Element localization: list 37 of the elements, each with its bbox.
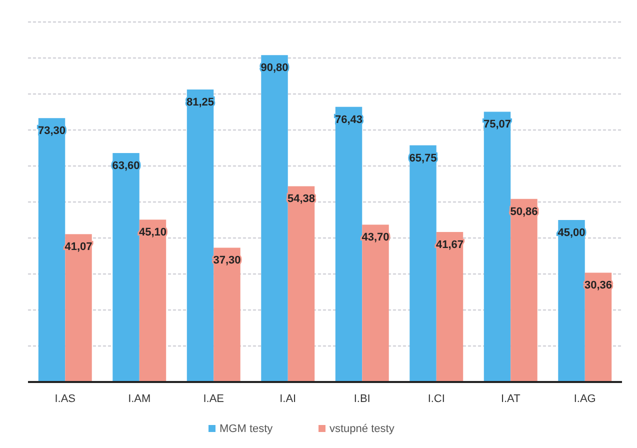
data-label: 63,60 [112,160,140,172]
bar [410,145,436,382]
data-label: 45,10 [138,226,167,239]
bar [484,112,511,382]
legend-label: MGM testy [220,423,274,435]
bar [362,224,389,382]
bar [436,232,464,382]
x-tick-label: I.AT [500,393,521,405]
data-label: 65,75 [409,152,437,164]
data-label: 73,30 [38,125,66,138]
data-label: 50,86 [510,206,538,218]
bar [38,118,66,382]
bar [335,106,362,382]
x-tick-label: I.AM [128,393,151,405]
x-tick-label: I.AG [574,393,596,405]
bar [261,55,288,382]
bar [65,234,92,382]
data-label: 30,36 [584,280,612,292]
x-tick-label: I.AS [54,393,76,405]
bar [139,220,166,382]
data-label: 76,43 [334,114,363,126]
data-label: 90,80 [260,62,288,74]
bar [288,186,315,382]
data-label: 41,67 [436,238,464,251]
data-label: 54,38 [287,193,316,206]
bar [186,90,214,382]
x-tick-label: I.CI [428,393,445,405]
bar [214,248,240,382]
legend-label: vstupné testy [330,423,395,435]
data-label: 37,30 [213,254,241,267]
bar [112,153,140,382]
bar [510,198,538,382]
x-tick-label: I.AI [280,393,296,405]
x-tick-label: I.BI [354,393,370,405]
data-label: 75,07 [483,118,512,131]
bar [558,220,585,382]
x-tick-label: I.AE [203,393,224,405]
